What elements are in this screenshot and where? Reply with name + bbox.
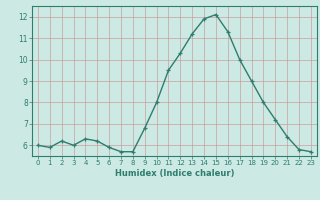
X-axis label: Humidex (Indice chaleur): Humidex (Indice chaleur) — [115, 169, 234, 178]
